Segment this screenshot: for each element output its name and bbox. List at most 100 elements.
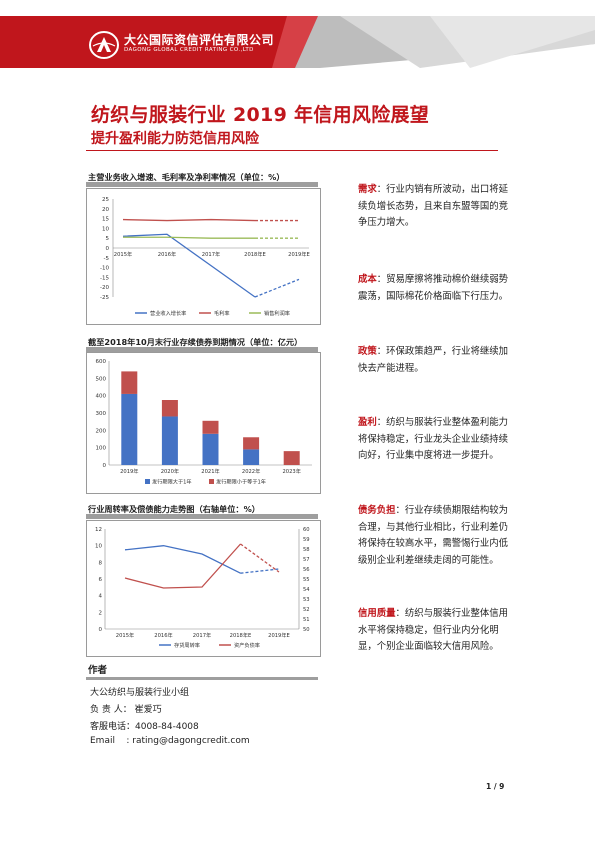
chart2-box: 600 500 400 300 200 100 0 2019年 2020年 2021年 2022年 2… — [86, 352, 321, 494]
para-cost-text: ：贸易摩擦将推动棉价继续弱势震荡，国际棉花价格面临下行压力。 — [358, 274, 509, 302]
chart1-y-tick: -20 — [100, 285, 109, 291]
chart2-heading: 截至2018年10月末行业存续债券到期情况（单位：亿元） — [88, 337, 303, 347]
chart2-heading-rule — [86, 347, 318, 352]
para-debt: 债务负担：行业存续债期限结构较为合理，与其他行业相比，行业利差仍将保持在较高水平… — [358, 503, 510, 569]
company-name-en: DAGONG GLOBAL CREDIT RATING CO.,LTD — [124, 47, 254, 53]
chart3-y-tick-right: 55 — [303, 577, 310, 583]
chart3-legend-label: 存货周转率 — [174, 641, 200, 649]
chart2-y-tick: 200 — [96, 428, 107, 434]
chart3-y-tick-right: 60 — [303, 527, 310, 533]
chart3-y-tick-right: 57 — [303, 557, 310, 563]
chart3-heading: 行业周转率及偿债能力走势图（右轴单位：%） — [88, 504, 260, 514]
chart3-x-tick: 2016年 — [154, 631, 172, 639]
chart2-legend-swatch — [145, 479, 150, 484]
chart2-plot: 600 500 400 300 200 100 0 2019年 2020年 2021年 2022年 2… — [96, 359, 312, 486]
chart2-y-tick: 0 — [103, 463, 107, 469]
chart2-bar — [121, 393, 138, 465]
chart2-y-tick: 500 — [96, 376, 107, 382]
chart3-box: 12 10 8 6 4 2 0 60 59 58 57 56 55 54 53 52 51 50 2015年 2016… — [86, 520, 321, 657]
chart1-y-tick: 10 — [102, 226, 109, 232]
chart2-bar — [202, 433, 219, 465]
chart3-y-tick-left: 10 — [95, 544, 102, 550]
chart1-plot: 25 20 15 10 5 0 -5 -10 -15 -20 -25 2015年 2016年 2017年 2… — [100, 197, 310, 317]
chart3-y-tick-left: 0 — [99, 627, 103, 633]
author-phone: 客服电话：4008-84-4008 — [90, 722, 199, 732]
chart3-y-tick-right: 53 — [303, 597, 310, 603]
chart3-y-tick-right: 59 — [303, 537, 310, 543]
chart1-heading: 主营业务收入增速、毛利率及净利率情况（单位：%） — [88, 172, 285, 182]
chart1-legend-label: 毛利率 — [214, 309, 230, 317]
chart1-legend-label: 营业收入增长率 — [150, 309, 186, 317]
para-credit-quality-text: ：纺织与服装行业整体信用水平将保持稳定，但行业内分化明显，个别企业面临较大信用风… — [358, 608, 509, 652]
chart3-y-tick-right: 54 — [303, 587, 310, 593]
chart3-y-tick-left: 6 — [99, 577, 103, 583]
author-lead: 负 责 人： 崔爱巧 — [90, 705, 162, 715]
chart1-y-tick: 25 — [102, 197, 109, 203]
chart2-bar — [161, 400, 178, 417]
para-credit-quality: 信用质量：纺织与服装行业整体信用水平将保持稳定，但行业内分化明显，个别企业面临较… — [358, 606, 510, 656]
chart1-x-tick: 2018年E — [244, 250, 266, 258]
chart2-legend-label: 发行期限大于1年 — [152, 478, 192, 486]
chart3-series-forecast-line — [240, 543, 280, 573]
chart1-y-tick: 15 — [102, 217, 109, 223]
para-demand-key: 需求 — [358, 184, 377, 195]
chart3-legend-label: 资产负债率 — [234, 641, 260, 649]
chart1-legend-label: 销售利润率 — [264, 309, 290, 317]
chart1-series-forecast-line — [254, 278, 300, 298]
chart3-series-line — [124, 545, 241, 574]
chart3-x-tick: 2019年E — [268, 631, 290, 639]
chart1-series-line — [122, 233, 256, 298]
chart2-x-tick: 2019年 — [120, 467, 138, 475]
logo-emblem — [89, 31, 119, 59]
chart2-x-tick: 2020年 — [161, 467, 179, 475]
chart2-x-tick: 2022年 — [242, 467, 260, 475]
chart3-y-tick-right: 58 — [303, 547, 310, 553]
author-email: Email : rating@dagongcredit.com — [90, 736, 250, 746]
para-profit-text: ：纺织与服装行业整体盈利能力将保持稳定，行业龙头企业业绩持续向好，行业集中度将进… — [358, 417, 509, 461]
para-debt-text: ：行业存续债期限结构较为合理，与其他行业相比，行业利差仍将保持在较高水平，需警惕… — [358, 505, 509, 566]
chart3-heading-rule — [86, 514, 318, 519]
chart2-bar — [283, 451, 300, 465]
company-name-cn: 大公国际资信评估有限公司 — [124, 33, 275, 47]
para-policy: 政策：环保政策趋严，行业将继续加快去产能进程。 — [358, 344, 510, 377]
chart1-y-tick: -5 — [104, 256, 110, 262]
para-debt-key: 债务负担 — [358, 505, 396, 516]
chart1-box: 25 20 15 10 5 0 -5 -10 -15 -20 -25 2015年 2016年 2017年 2… — [86, 188, 321, 325]
chart3-y-tick-right: 52 — [303, 607, 310, 613]
chart1-x-tick: 2017年 — [202, 250, 220, 258]
chart1-x-tick: 2016年 — [158, 250, 176, 258]
para-cost: 成本：贸易摩擦将推动棉价继续弱势震荡，国际棉花价格面临下行压力。 — [358, 272, 510, 305]
chart2-bar — [121, 371, 138, 394]
chart1-x-tick: 2019年E — [288, 250, 310, 258]
para-demand: 需求：行业内销有所波动，出口将延续负增长态势，且来自东盟等国的竞争压力增大。 — [358, 182, 510, 232]
chart3-y-tick-left: 8 — [99, 560, 103, 566]
chart3-series-forecast-line — [240, 568, 280, 574]
author-team: 大公纺织与服装行业小组 — [90, 688, 190, 698]
chart2-x-tick: 2023年 — [283, 467, 301, 475]
chart3-y-tick-right: 50 — [303, 627, 310, 633]
chart2-bar — [202, 420, 219, 434]
chart2-x-tick: 2021年 — [201, 467, 219, 475]
chart3-plot: 12 10 8 6 4 2 0 60 59 58 57 56 55 54 53 52 51 50 2015年 2016… — [95, 527, 310, 649]
para-profit: 盈利：纺织与服装行业整体盈利能力将保持稳定，行业龙头企业业绩持续向好，行业集中度… — [358, 415, 510, 465]
chart3-x-tick: 2018年E — [230, 631, 252, 639]
chart2-bar — [243, 437, 260, 450]
author-heading: 作者 — [88, 665, 108, 676]
chart3-y-tick-right: 51 — [303, 617, 310, 623]
chart1-x-tick: 2015年 — [114, 250, 132, 258]
chart3-y-tick-left: 12 — [95, 527, 102, 533]
chart2-legend-label: 发行期限小于等于1年 — [216, 478, 266, 486]
chart2-bar — [243, 449, 260, 465]
chart3-x-tick: 2015年 — [116, 631, 134, 639]
report-subtitle: 提升盈利能力防范信用风险 — [91, 131, 259, 147]
report-title: 纺织与服装行业 2019 年信用风险展望 — [91, 104, 430, 126]
chart2-y-tick: 600 — [96, 359, 107, 365]
chart1-y-tick: -25 — [100, 295, 109, 301]
chart1-y-tick: 20 — [102, 207, 109, 213]
para-policy-text: ：环保政策趋严，行业将继续加快去产能进程。 — [358, 346, 509, 374]
chart2-y-tick: 300 — [96, 411, 107, 417]
chart1-y-tick: 0 — [106, 246, 110, 252]
chart3-series-line — [124, 543, 241, 589]
chart3-y-tick-left: 4 — [99, 594, 103, 600]
para-policy-key: 政策 — [358, 346, 377, 357]
